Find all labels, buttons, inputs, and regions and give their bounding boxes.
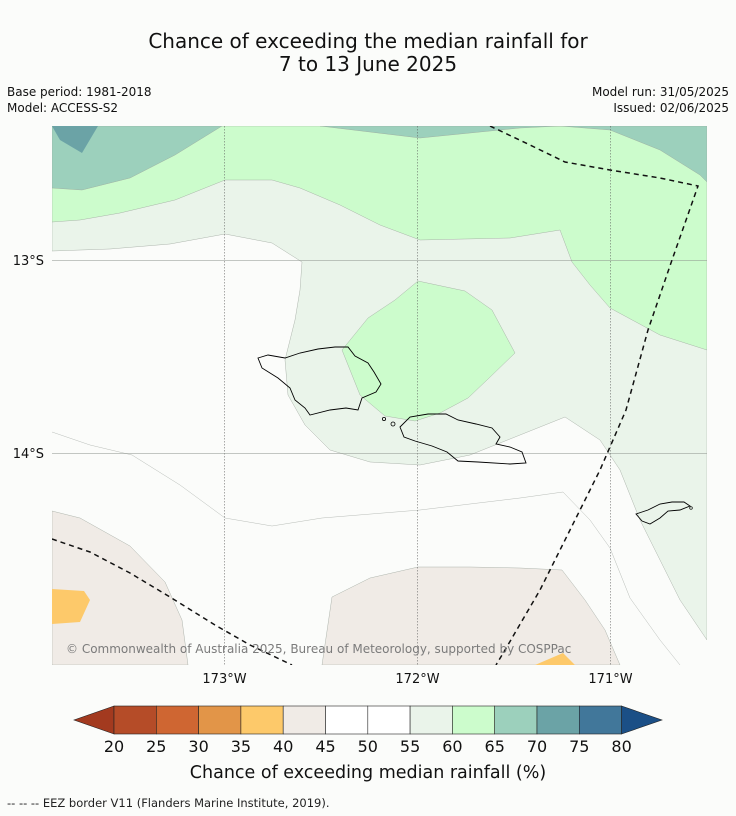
colorbar: [73, 705, 663, 735]
colorbar-under-arrow: [73, 705, 115, 735]
colorbar-bin-30-35: [198, 705, 242, 735]
lon-label-171w: 171°W: [588, 672, 632, 687]
island-apolima: [381, 416, 386, 421]
colorbar-bin-50-55: [367, 705, 411, 735]
eez-border-southwest: [52, 538, 293, 665]
region-60-65-top: [52, 126, 707, 351]
colorbar-bin-60-65: [452, 705, 495, 735]
colorbar-tick: 50: [358, 737, 378, 756]
colorbar-bin-45-50: [325, 705, 369, 735]
island-tutuila: [635, 501, 691, 525]
region-65-70: [52, 126, 223, 191]
colorbar-tick: 25: [146, 737, 166, 756]
contour-line: [52, 431, 681, 665]
colorbar-tick: 75: [569, 737, 589, 756]
title-line-2: 7 to 13 June 2025: [278, 52, 458, 76]
colorbar-tick: 60: [442, 737, 462, 756]
meta-left: Base period: 1981-2018 Model: ACCESS-S2: [7, 84, 152, 116]
eez-border-east: [489, 126, 699, 665]
model-text: Model: ACCESS-S2: [7, 101, 119, 115]
colorbar-bin-70-75: [536, 705, 580, 735]
base-period-text: Base period: 1981-2018: [7, 85, 152, 99]
colorbar-over-arrow: [621, 705, 663, 735]
eez-footnote: -- -- -- EEZ border V11 (Flanders Marine…: [7, 796, 330, 810]
lat-label-13s: 13°S: [13, 254, 44, 269]
region-35-40-bottom: [535, 653, 575, 665]
colorbar-bin-35-40: [240, 705, 284, 735]
region-70-75: [52, 126, 98, 153]
colorbar-tick: 20: [104, 737, 124, 756]
colorbar-tick: 80: [611, 737, 631, 756]
colorbar-tick: 65: [485, 737, 505, 756]
map-title: Chance of exceeding the median rainfall …: [0, 30, 736, 76]
colorbar-tick: 35: [231, 737, 251, 756]
colorbar-tick: 55: [400, 737, 420, 756]
colorbar-bin-55-60: [409, 705, 453, 735]
colorbar-tick: 40: [273, 737, 293, 756]
colorbar-tick: 30: [188, 737, 208, 756]
model-run-text: Model run: 31/05/2025: [591, 85, 729, 99]
colorbar-tick: 70: [527, 737, 547, 756]
colorbar-bin-25-30: [156, 705, 199, 735]
attribution-text: © Commonwealth of Australia 2025, Bureau…: [66, 642, 571, 656]
issued-text: Issued: 02/06/2025: [613, 101, 729, 115]
map-panel: © Commonwealth of Australia 2025, Bureau…: [52, 126, 707, 665]
colorbar-bin-65-70: [494, 705, 538, 735]
title-line-1: Chance of exceeding the median rainfall …: [148, 29, 588, 53]
island-savaii: [257, 346, 382, 416]
island-upolu: [399, 413, 527, 465]
region-65-70-top-band: [319, 126, 707, 183]
lon-label-172w: 172°W: [395, 672, 439, 687]
region-60-65-centre: [341, 280, 516, 422]
colorbar-bin-40-45: [282, 705, 326, 735]
region-45-50-left: [52, 510, 189, 665]
colorbar-tick: 45: [315, 737, 335, 756]
island-aunuu: [689, 506, 693, 510]
colorbar-bin-20-25: [113, 705, 157, 735]
lon-label-173w: 173°W: [202, 672, 246, 687]
meta-right: Model run: 31/05/2025 Issued: 02/06/2025: [592, 84, 729, 116]
colorbar-label: Chance of exceeding median rainfall (%): [190, 763, 546, 783]
region-45-50-middle: [321, 566, 621, 665]
colorbar-bin-75-80: [578, 705, 622, 735]
island-manono: [390, 421, 396, 427]
lat-label-14s: 14°S: [13, 447, 44, 462]
region-35-40-left: [52, 589, 90, 624]
